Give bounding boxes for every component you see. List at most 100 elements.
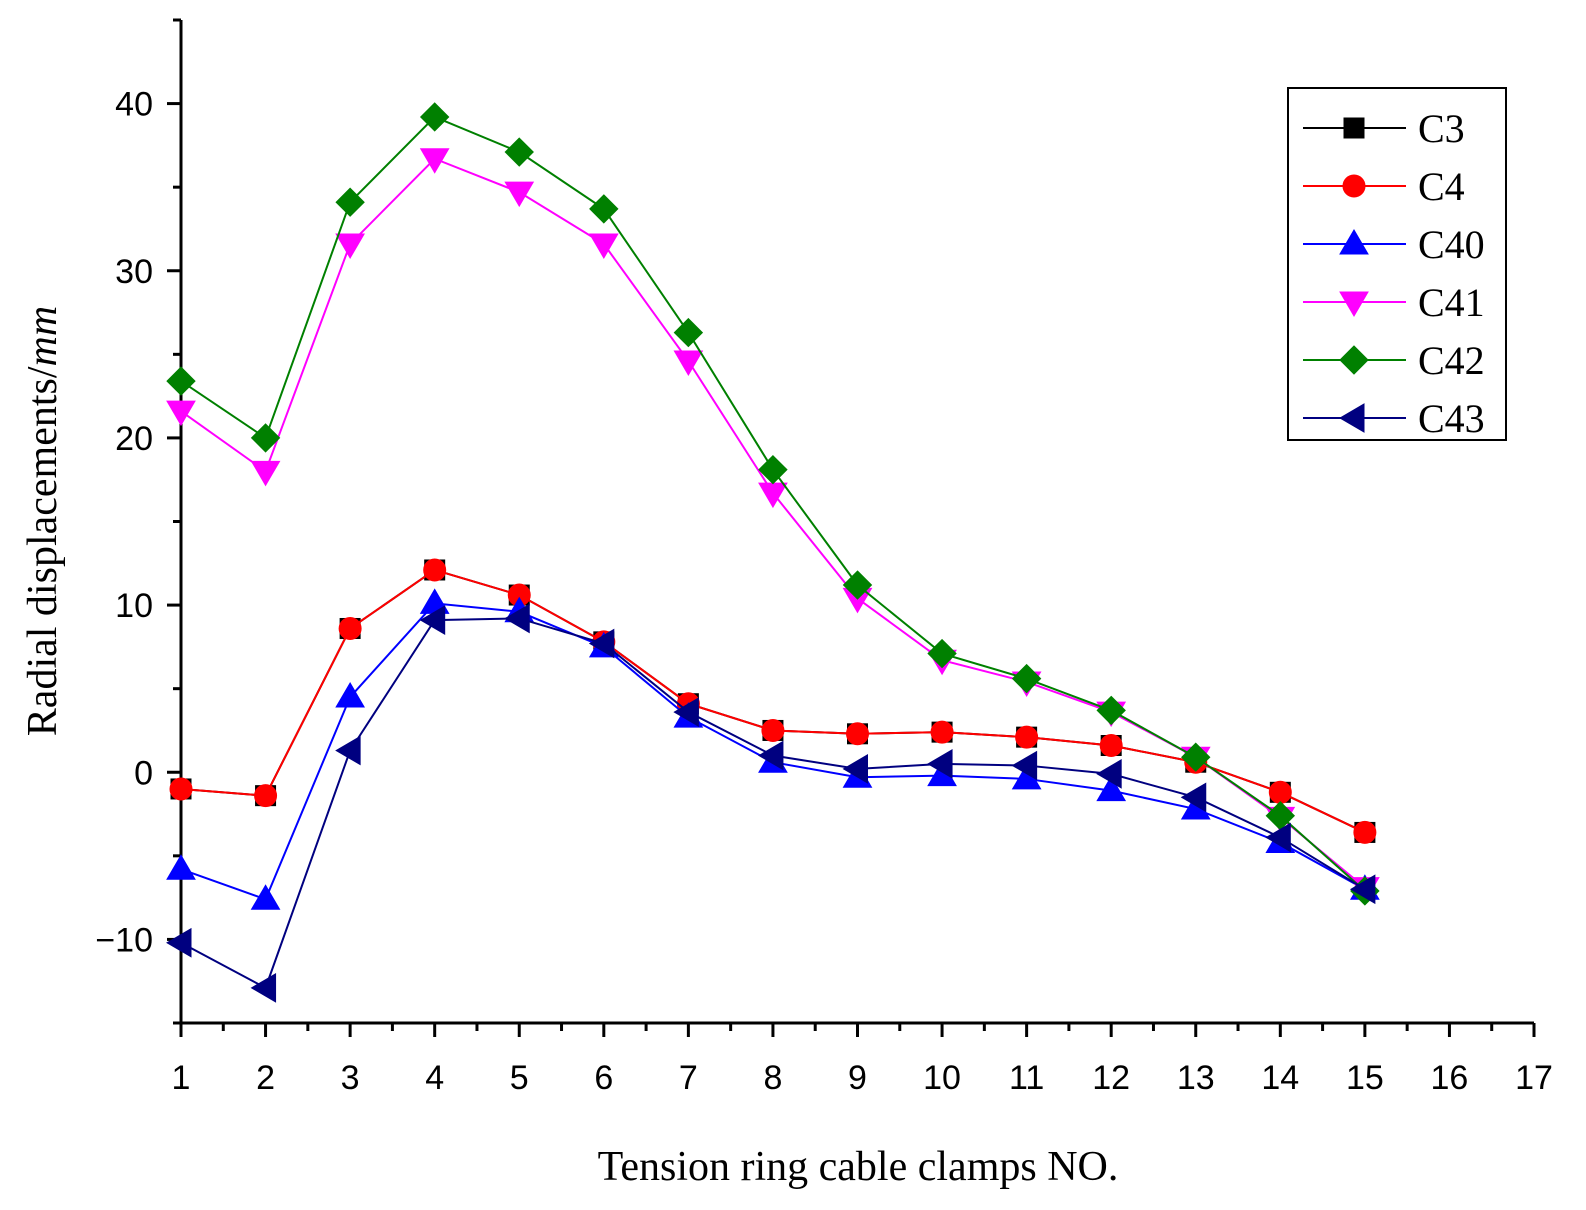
x-tick-label: 8 (763, 1059, 782, 1097)
data-point (673, 697, 699, 727)
data-point (1099, 734, 1123, 758)
x-tick-label: 13 (1177, 1059, 1215, 1097)
data-point (1096, 695, 1126, 726)
data-point (927, 749, 953, 779)
y-axis-title-text: Radial displacements/ (20, 366, 66, 736)
legend-label: C42 (1418, 338, 1485, 383)
data-point (1011, 750, 1038, 781)
legend-item-c41: C41 (1303, 280, 1485, 325)
data-point (1180, 782, 1207, 813)
legend-marker (1339, 345, 1369, 375)
legend-marker (1339, 403, 1365, 433)
data-point (588, 233, 619, 259)
x-tick-label: 1 (172, 1059, 191, 1097)
data-point (166, 927, 192, 958)
x-tick-label: 3 (341, 1059, 360, 1097)
data-point (419, 605, 446, 635)
series-line (180, 617, 1366, 990)
data-point (1096, 759, 1122, 789)
data-point (930, 720, 954, 744)
legend-label: C41 (1418, 280, 1485, 325)
y-tick-label: 20 (115, 420, 153, 458)
data-point (1353, 820, 1377, 844)
legend-item-c43: C43 (1303, 396, 1485, 441)
x-tick-label: 9 (848, 1059, 867, 1097)
x-tick-label: 17 (1515, 1059, 1553, 1097)
data-point (504, 137, 534, 167)
x-tick-label: 2 (256, 1059, 275, 1097)
legend: C3 C4 C40 C41 C42 C43 (1287, 87, 1507, 441)
y-tick-label: 30 (115, 253, 153, 291)
series-c43 (166, 603, 1376, 1003)
data-point (250, 423, 281, 453)
x-tick-label: 14 (1261, 1059, 1299, 1097)
data-point (761, 718, 785, 742)
legend-item-c42: C42 (1303, 338, 1485, 383)
legend-marker (1342, 174, 1366, 198)
data-point (419, 148, 450, 174)
legend-label: C4 (1418, 164, 1465, 209)
data-point (842, 754, 868, 784)
x-tick-label: 5 (510, 1059, 529, 1097)
data-point (166, 400, 196, 427)
data-point (504, 181, 535, 208)
data-point (588, 628, 615, 659)
y-axis-title: Radial displacements/mm (20, 306, 66, 736)
x-tick-label: 6 (594, 1059, 613, 1097)
legend-box (1287, 87, 1507, 441)
data-point (250, 973, 277, 1003)
data-point (338, 616, 362, 640)
data-point (1181, 742, 1211, 772)
legend-marker (1343, 117, 1365, 139)
legend-label: C40 (1418, 222, 1485, 267)
data-point (335, 682, 365, 708)
data-point (842, 570, 873, 600)
data-point (423, 558, 447, 582)
y-axis-title-unit: mm (20, 306, 66, 367)
data-point (1096, 775, 1127, 802)
data-point (166, 366, 196, 396)
data-point (673, 350, 704, 377)
legend-item-c40: C40 (1303, 222, 1485, 267)
data-point (1349, 874, 1376, 905)
data-point (1011, 663, 1042, 694)
legend-item-c4: C4 (1303, 164, 1465, 209)
data-point (673, 317, 704, 348)
x-tick-label: 16 (1431, 1059, 1469, 1097)
data-point (335, 187, 365, 217)
data-point (335, 233, 365, 259)
legend-label: C43 (1418, 396, 1485, 441)
legend-label: C3 (1418, 106, 1465, 151)
y-tick-label: 0 (134, 754, 153, 792)
y-tick-label: 40 (115, 86, 153, 124)
data-point (166, 854, 196, 880)
data-point (169, 777, 193, 801)
data-point (1265, 822, 1291, 853)
x-tick-label: 11 (1009, 1059, 1044, 1097)
data-point (335, 735, 361, 766)
data-point (1015, 725, 1039, 749)
data-point (758, 454, 788, 485)
data-point (504, 603, 530, 634)
data-point (757, 740, 784, 771)
legend-item-c3: C3 (1303, 106, 1465, 151)
data-point (846, 722, 869, 746)
y-tick-label: 10 (115, 587, 153, 625)
data-point (250, 884, 281, 910)
legend-marker (1339, 229, 1369, 255)
data-point (250, 460, 281, 487)
x-tick-label: 7 (679, 1059, 698, 1097)
data-point (589, 194, 619, 224)
data-point (927, 638, 957, 669)
data-point (254, 784, 278, 808)
data-point (1268, 780, 1292, 804)
y-tick-label: −10 (95, 921, 153, 959)
legend-marker (1339, 291, 1369, 317)
series-line (180, 157, 1366, 889)
x-tick-label: 4 (425, 1059, 444, 1097)
x-axis-title: Tension ring cable clamps NO. (598, 1144, 1119, 1190)
data-point (419, 102, 450, 132)
x-tick-label: 15 (1346, 1059, 1384, 1097)
